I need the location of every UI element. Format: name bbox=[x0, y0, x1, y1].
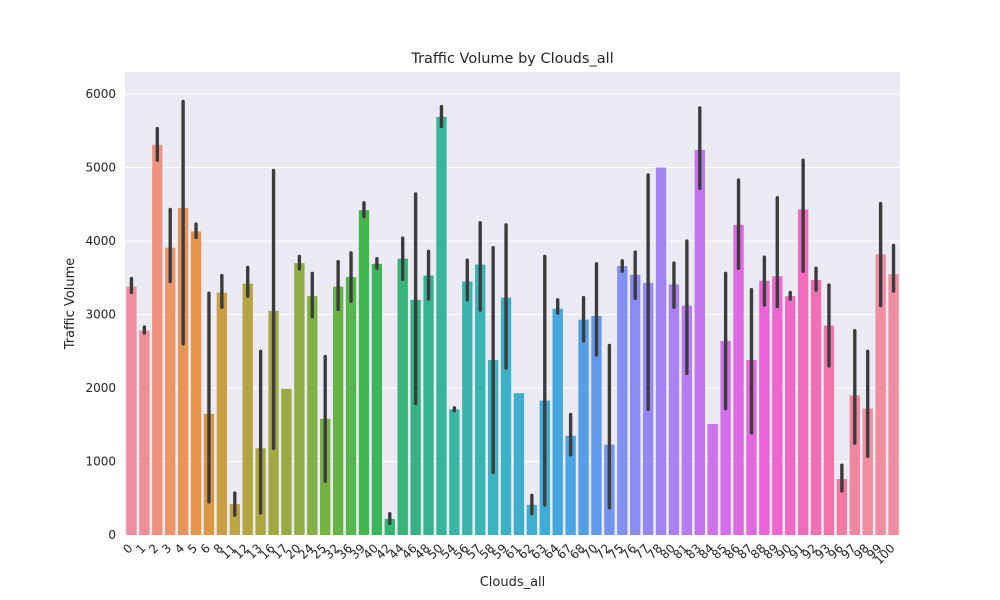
bar bbox=[229, 504, 240, 535]
gridlines bbox=[125, 93, 900, 536]
bar bbox=[875, 254, 886, 535]
bar bbox=[617, 266, 628, 535]
bar bbox=[216, 292, 228, 535]
bar bbox=[281, 388, 292, 535]
bar bbox=[307, 296, 318, 535]
bar bbox=[630, 274, 641, 535]
bar bbox=[888, 274, 899, 535]
y-tick-label: 4000 bbox=[85, 234, 116, 248]
bar bbox=[823, 325, 835, 535]
bar bbox=[165, 247, 176, 535]
bar bbox=[720, 340, 731, 535]
bar bbox=[862, 408, 873, 535]
y-tick-label: 5000 bbox=[85, 161, 116, 175]
y-tick-label: 3000 bbox=[85, 308, 116, 322]
y-tick-labels: 0 1000 2000 3000 4000 5000 6000 bbox=[85, 87, 116, 542]
x-axis-label: Clouds_all bbox=[480, 575, 546, 590]
bar bbox=[358, 210, 370, 535]
y-axis-label: Traffic Volume bbox=[63, 258, 78, 351]
bar bbox=[410, 299, 421, 535]
bar bbox=[797, 209, 809, 535]
bar bbox=[591, 315, 602, 535]
bar bbox=[681, 305, 693, 535]
bar bbox=[139, 330, 150, 535]
bar bbox=[733, 224, 744, 535]
bar bbox=[500, 297, 512, 535]
y-tick-label: 6000 bbox=[85, 87, 116, 101]
bar bbox=[384, 518, 395, 535]
bar bbox=[332, 286, 344, 535]
bar bbox=[655, 167, 667, 536]
bar bbox=[810, 279, 822, 535]
y-tick-label: 1000 bbox=[85, 455, 116, 469]
bar bbox=[436, 116, 447, 535]
bar bbox=[668, 284, 680, 535]
error-bars bbox=[129, 99, 896, 525]
bar bbox=[152, 144, 163, 535]
bar bbox=[294, 263, 305, 535]
chart-title: Traffic Volume by Clouds_all bbox=[410, 51, 613, 67]
bar bbox=[552, 308, 563, 535]
bar bbox=[707, 424, 718, 535]
bar bbox=[772, 276, 783, 535]
bar bbox=[849, 395, 860, 535]
bar bbox=[423, 275, 434, 535]
bar bbox=[759, 280, 770, 535]
bar bbox=[462, 281, 473, 535]
bar bbox=[836, 479, 848, 535]
bar bbox=[578, 319, 589, 535]
bar bbox=[397, 258, 408, 535]
bar bbox=[242, 283, 253, 535]
bar bbox=[371, 263, 383, 535]
bar bbox=[694, 149, 705, 535]
bar bbox=[785, 296, 796, 535]
plot-area bbox=[125, 72, 900, 535]
bar bbox=[126, 286, 137, 535]
y-tick-label: 2000 bbox=[85, 381, 116, 395]
bar bbox=[513, 393, 525, 535]
bar bbox=[449, 409, 460, 535]
bar bbox=[190, 231, 202, 535]
bar bbox=[746, 360, 757, 535]
bar bbox=[565, 435, 576, 535]
bar bbox=[475, 264, 486, 535]
y-tick-label: 0 bbox=[108, 528, 116, 542]
bar bbox=[345, 277, 357, 535]
bar bbox=[177, 207, 189, 535]
bar bbox=[526, 504, 538, 535]
